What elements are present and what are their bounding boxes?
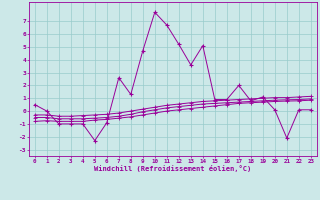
X-axis label: Windchill (Refroidissement éolien,°C): Windchill (Refroidissement éolien,°C) xyxy=(94,165,252,172)
